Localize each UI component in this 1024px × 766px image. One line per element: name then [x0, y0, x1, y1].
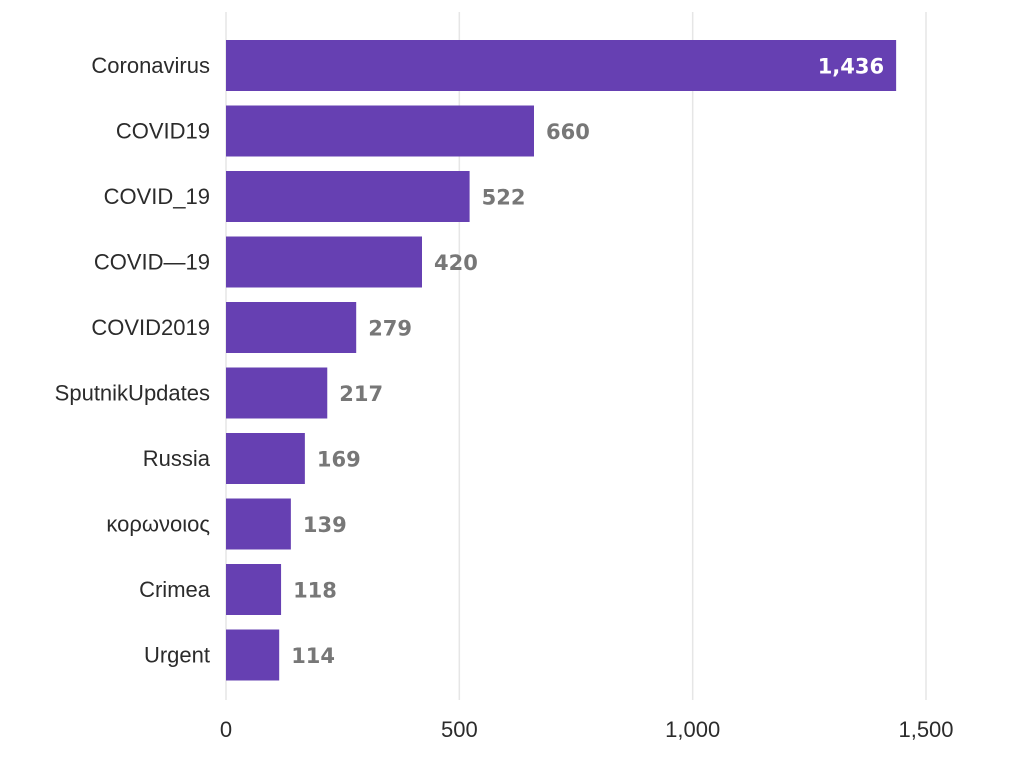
- category-label: Urgent: [144, 643, 210, 668]
- bar: [226, 629, 280, 681]
- data-label: 118: [293, 579, 337, 603]
- category-label: Coronavirus: [91, 53, 210, 78]
- bars: [226, 40, 897, 681]
- bar: [226, 433, 305, 484]
- category-label: COVID—19: [94, 250, 210, 275]
- category-label: Crimea: [139, 577, 211, 602]
- x-tick-label: 1,000: [665, 717, 720, 742]
- data-label: 1,436: [818, 55, 884, 79]
- bar: [226, 171, 470, 222]
- data-label: 420: [434, 251, 478, 275]
- x-tick-label: 1,500: [898, 717, 953, 742]
- bar: [226, 498, 291, 550]
- category-label: COVID2019: [91, 315, 210, 340]
- x-tick-label: 0: [220, 717, 232, 742]
- category-labels: Coronavirus COVID19 COVID_19 COVID—19 COVID2…: [55, 53, 211, 668]
- data-label: 279: [368, 317, 412, 341]
- data-label: 660: [546, 120, 590, 144]
- category-label: κορωνοιος: [106, 512, 210, 537]
- x-axis-tick-labels: 0 500 1,000 1,500: [220, 717, 954, 742]
- data-label: 217: [339, 382, 383, 406]
- bar: [226, 236, 422, 288]
- bar: [226, 564, 282, 615]
- data-label: 522: [482, 186, 526, 210]
- x-tick-label: 500: [441, 717, 478, 742]
- category-label: SputnikUpdates: [55, 381, 210, 406]
- category-label: Russia: [143, 446, 211, 471]
- bar: [226, 367, 328, 419]
- bar: [226, 40, 897, 91]
- bar: [226, 105, 534, 157]
- data-label: 169: [317, 448, 361, 472]
- category-label: COVID19: [116, 119, 210, 144]
- data-label: 114: [291, 644, 335, 668]
- category-label: COVID_19: [104, 184, 210, 209]
- data-label: 139: [303, 513, 347, 537]
- value-labels: 1,436 660 522 420 279 217 169 139 118 114: [291, 55, 884, 669]
- bar: [226, 302, 357, 353]
